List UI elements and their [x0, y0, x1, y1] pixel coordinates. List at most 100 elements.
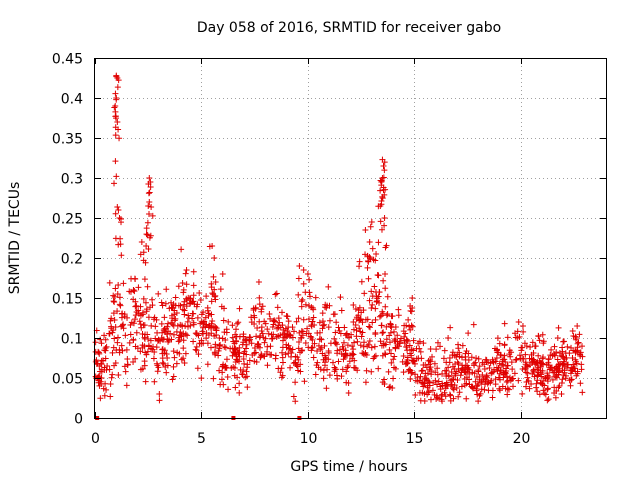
data-point	[426, 361, 433, 368]
data-point	[137, 303, 144, 310]
data-point	[180, 355, 187, 362]
data-point	[422, 370, 429, 377]
data-point	[349, 343, 356, 350]
data-point	[287, 346, 294, 353]
data-point	[109, 371, 116, 378]
data-point	[470, 321, 477, 328]
data-point	[271, 317, 278, 324]
data-point	[295, 367, 302, 374]
data-point	[115, 126, 122, 133]
data-point	[556, 350, 563, 357]
data-point	[265, 330, 272, 337]
data-point	[290, 360, 297, 367]
data-point	[379, 308, 386, 315]
data-point	[342, 350, 349, 357]
data-point	[193, 343, 200, 350]
data-point	[374, 271, 381, 278]
data-point	[472, 359, 479, 366]
data-point	[211, 286, 218, 293]
data-point	[111, 299, 118, 306]
data-point	[368, 288, 375, 295]
data-point	[279, 372, 286, 379]
data-point	[359, 329, 366, 336]
data-point	[378, 322, 385, 329]
data-point	[570, 361, 577, 368]
data-point	[232, 349, 239, 356]
data-point	[264, 362, 271, 369]
data-point	[190, 292, 197, 299]
data-point	[139, 311, 146, 318]
data-point	[424, 384, 431, 391]
data-point	[486, 365, 493, 372]
data-point	[504, 373, 511, 380]
data-point	[272, 355, 279, 362]
data-point	[193, 303, 200, 310]
data-point	[113, 173, 120, 180]
data-point	[377, 218, 384, 225]
data-point	[110, 298, 117, 305]
data-point	[410, 347, 417, 354]
data-point	[110, 310, 117, 317]
data-point	[478, 386, 485, 393]
data-point	[298, 298, 305, 305]
data-point	[554, 335, 561, 342]
data-point	[114, 334, 121, 341]
data-point	[248, 340, 255, 347]
data-point	[141, 334, 148, 341]
data-point	[522, 351, 529, 358]
data-point	[111, 293, 118, 300]
data-point	[210, 273, 217, 280]
data-point	[356, 325, 363, 332]
data-point	[307, 333, 314, 340]
data-point	[107, 317, 114, 324]
data-point	[332, 339, 339, 346]
data-point	[343, 330, 350, 337]
y-tick-label: 0.3	[61, 172, 83, 188]
data-point	[377, 177, 384, 184]
data-point	[264, 343, 271, 350]
data-point	[439, 391, 446, 398]
data-point	[110, 344, 117, 351]
data-point	[242, 345, 249, 352]
data-point	[154, 329, 161, 336]
data-point	[181, 311, 188, 318]
data-point	[169, 305, 176, 312]
data-point	[364, 264, 371, 271]
data-point	[117, 241, 124, 248]
data-point	[111, 104, 118, 111]
data-point	[190, 321, 197, 328]
data-point	[455, 365, 462, 372]
data-point	[225, 318, 232, 325]
data-point	[145, 190, 152, 197]
data-point	[419, 389, 426, 396]
data-point	[385, 368, 392, 375]
data-point	[469, 383, 476, 390]
data-point	[92, 339, 99, 346]
data-point	[138, 239, 145, 245]
data-point	[541, 382, 548, 389]
data-point	[392, 345, 399, 352]
data-point	[256, 301, 263, 308]
data-point	[365, 341, 372, 348]
data-point	[497, 376, 504, 383]
data-point	[150, 355, 157, 362]
data-point	[409, 323, 416, 330]
data-point	[410, 337, 417, 344]
data-point	[395, 312, 402, 319]
data-point	[548, 346, 555, 353]
data-point	[152, 323, 159, 330]
data-point	[352, 306, 359, 313]
data-point	[175, 283, 182, 290]
data-point	[198, 375, 205, 382]
data-point	[431, 391, 438, 398]
data-point	[459, 342, 466, 349]
data-point	[483, 359, 490, 366]
data-point	[117, 302, 124, 309]
data-point	[253, 358, 260, 365]
data-point	[113, 96, 120, 103]
data-point	[572, 348, 579, 355]
data-point	[501, 320, 508, 327]
data-point	[114, 204, 121, 211]
data-point	[222, 364, 229, 371]
plot-frame	[94, 58, 607, 419]
